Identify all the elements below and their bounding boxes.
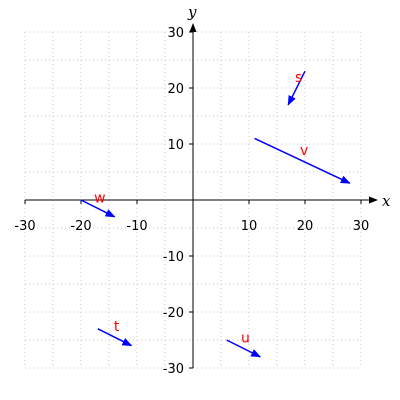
- x-tick-label: -30: [14, 219, 35, 234]
- x-tick-label: 20: [297, 219, 314, 234]
- x-tick-label: -20: [70, 219, 91, 234]
- vector-w-arrow: [80, 199, 116, 218]
- y-axis-label: y: [187, 3, 197, 21]
- vector-u-arrow: [226, 339, 262, 358]
- vector-s-label: s: [295, 70, 302, 86]
- vector-u-label: u: [241, 330, 250, 346]
- y-tick-label: 20: [167, 82, 184, 97]
- x-tick-label: -10: [126, 219, 147, 234]
- vector-v-arrow: [254, 137, 351, 184]
- vector-t-label: t: [114, 319, 120, 335]
- axes: [25, 23, 378, 368]
- ticks: -30 -20 -10 10 20 30 -30 -20 -10 10 20 30: [14, 26, 369, 377]
- x-tick-label: 30: [353, 219, 370, 234]
- vectors: s v w t u: [80, 70, 351, 358]
- vector-s-arrow: [287, 70, 306, 106]
- y-tick-label: -20: [163, 306, 184, 321]
- vector-t-arrow: [97, 328, 133, 347]
- x-tick-label: 10: [241, 219, 258, 234]
- y-tick-label: 30: [167, 26, 184, 41]
- x-axis-label: x: [382, 192, 391, 210]
- vector-w-label: w: [94, 190, 105, 206]
- y-tick-label: 10: [167, 138, 184, 153]
- y-tick-label: -10: [163, 250, 184, 265]
- vector-v-label: v: [300, 143, 308, 159]
- y-tick-label: -30: [163, 362, 184, 377]
